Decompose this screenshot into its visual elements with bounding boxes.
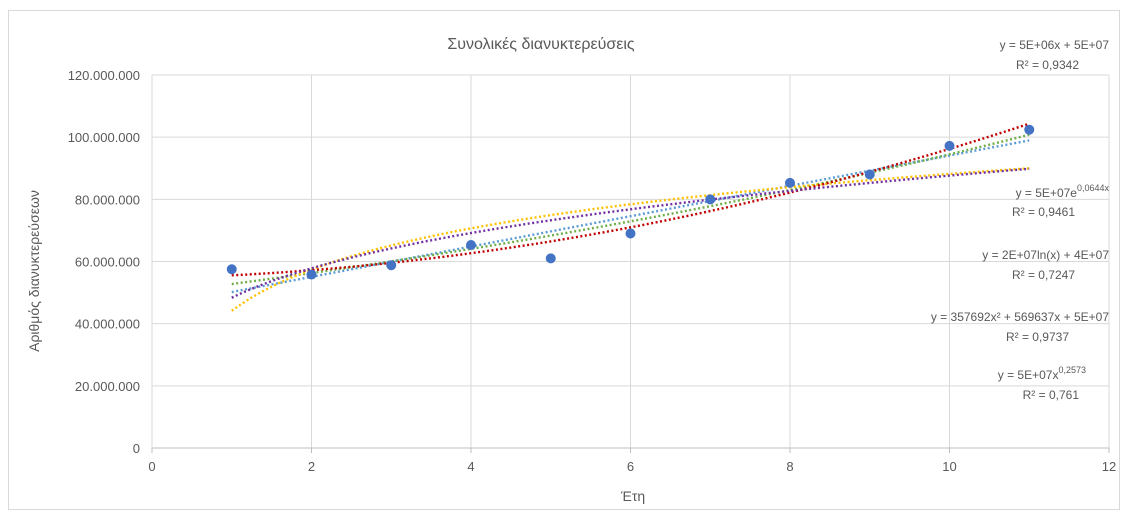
x-tick-label: 12	[1102, 459, 1116, 474]
y-tick-label: 0	[133, 441, 140, 456]
eq-polynomial: y = 357692x² + 569637x + 5E+07 R² = 0,97…	[931, 310, 1109, 344]
axis-layer	[151, 75, 1110, 453]
y-tick-label: 80.000.000	[75, 192, 140, 207]
data-point[interactable]	[705, 194, 716, 205]
eq-logarithmic-r2: R² = 0,7247	[1012, 268, 1075, 282]
x-tick-label: 2	[308, 459, 315, 474]
eq-linear-r2: R² = 0,9342	[1016, 58, 1079, 72]
y-tick-label: 100.000.000	[68, 130, 140, 145]
x-tick-label: 4	[467, 459, 474, 474]
eq-exponential-base: y = 5E+07e	[1016, 186, 1078, 200]
label-layer: 0 20.000.000 40.000.000 60.000.000 80.000.00…	[68, 68, 1117, 474]
data-point[interactable]	[545, 253, 556, 264]
x-tick-label: 6	[627, 459, 634, 474]
x-axis-label: Έτη	[620, 488, 645, 504]
trendline-exponential	[231, 133, 1030, 286]
eq-power-exp: 0,2573	[1058, 365, 1086, 375]
eq-logarithmic-text: y = 2E+07ln(x) + 4E+07	[982, 248, 1109, 262]
eq-linear: y = 5E+06x + 5E+07 R² = 0,9342	[1000, 38, 1110, 72]
eq-exponential-r2: R² = 0,9461	[1012, 205, 1075, 219]
chart-title: Συνολικές διανυκτερεύσεις	[447, 36, 635, 53]
data-point[interactable]	[785, 177, 795, 188]
data-point[interactable]	[1024, 124, 1035, 135]
y-tick-label: 40.000.000	[75, 317, 140, 332]
data-point[interactable]	[386, 260, 397, 271]
eq-exponential-text: y = 5E+07e0,0644x	[1016, 183, 1110, 200]
y-axis-label: Αριθμός διανυκτερεύσεων	[26, 190, 42, 352]
data-point[interactable]	[625, 228, 636, 239]
chart: 0 20.000.000 40.000.000 60.000.000 80.000.00…	[26, 36, 1117, 504]
eq-power-base: y = 5E+07x	[998, 368, 1059, 382]
x-tick-label: 0	[148, 459, 155, 474]
data-point[interactable]	[226, 264, 237, 275]
trendline-logarithmic	[231, 167, 1030, 312]
point-layer	[226, 124, 1035, 280]
x-tick-label: 10	[942, 459, 956, 474]
chart-frame: 0 20.000.000 40.000.000 60.000.000 80.000.00…	[8, 10, 1120, 510]
data-point[interactable]	[466, 240, 476, 251]
eq-power: y = 5E+07x0,2573 R² = 0,761	[998, 365, 1086, 402]
eq-polynomial-r2: R² = 0,9737	[1006, 330, 1069, 344]
data-point[interactable]	[944, 140, 955, 151]
y-tick-label: 20.000.000	[75, 379, 140, 394]
eq-linear-text: y = 5E+06x + 5E+07	[1000, 38, 1110, 52]
eq-exponential: y = 5E+07e0,0644x R² = 0,9461	[1012, 183, 1110, 219]
y-tick-label: 60.000.000	[75, 255, 140, 270]
eq-power-text: y = 5E+07x0,2573	[998, 365, 1086, 382]
data-point[interactable]	[864, 169, 875, 180]
trend-layer	[231, 122, 1030, 312]
trendline-power	[231, 167, 1030, 299]
eq-polynomial-text: y = 357692x² + 569637x + 5E+07	[931, 310, 1109, 324]
eq-exponential-exp: 0,0644x	[1077, 183, 1110, 193]
grid-layer	[152, 74, 1110, 448]
data-point[interactable]	[306, 269, 317, 280]
trendline-polynomial	[231, 122, 1030, 277]
eq-power-r2: R² = 0,761	[1023, 388, 1080, 402]
y-tick-label: 120.000.000	[68, 68, 140, 83]
eq-logarithmic: y = 2E+07ln(x) + 4E+07 R² = 0,7247	[982, 248, 1109, 282]
x-tick-label: 8	[786, 459, 793, 474]
